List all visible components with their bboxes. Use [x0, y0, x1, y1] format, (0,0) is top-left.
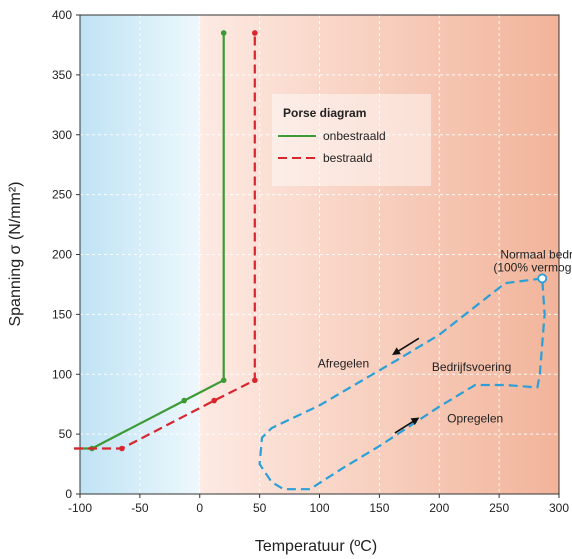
legend-label-onbestraald: onbestraald	[323, 129, 386, 143]
legend-label-bestraald: bestraald	[323, 151, 372, 165]
x-tick-label: 50	[253, 501, 267, 515]
annotation-label: Normaal bedrijf	[500, 248, 572, 262]
x-tick-label: -50	[131, 501, 149, 515]
y-tick-label: 150	[52, 307, 72, 321]
x-tick-label: 100	[309, 501, 329, 515]
series-point-bestraald	[252, 30, 258, 36]
y-tick-label: 100	[52, 367, 72, 381]
grid	[80, 15, 559, 494]
x-tick-label: 250	[489, 501, 509, 515]
series-point-bestraald	[119, 445, 125, 452]
x-tick-label: 200	[429, 501, 449, 515]
series-point-onbestraald	[220, 377, 227, 384]
annotation-label: Bedrijfsvoering	[432, 360, 511, 374]
y-tick-label: 0	[65, 487, 72, 501]
annotation-label: Opregelen	[447, 412, 503, 426]
legend-box	[272, 94, 431, 186]
y-tick-label: 300	[52, 128, 72, 142]
y-tick-label: 250	[52, 188, 72, 202]
legend: Porse diagram onbestraald bestraald	[272, 94, 431, 186]
x-axis-title: Temperatuur (ºC)	[255, 538, 377, 555]
series-point-onbestraald	[181, 397, 187, 404]
series-line-bestraald	[74, 33, 256, 450]
y-tick-label: 200	[52, 248, 72, 262]
y-tick-label: 400	[52, 8, 72, 22]
annotation-layer: Normaal bedrijf(100% vermogen) Afregelen B…	[318, 248, 572, 434]
direction-arrow	[392, 337, 420, 355]
y-tick-label: 50	[59, 427, 73, 441]
x-tick-label: -100	[68, 501, 92, 515]
x-tick-label: 0	[196, 501, 203, 515]
axis-ticks: -100 -50 0 50 100 150 200 250 300 0 50 100 150 200 250…	[52, 8, 569, 515]
direction-arrow	[394, 417, 420, 434]
x-tick-label: 300	[549, 501, 569, 515]
series-point-bestraald	[252, 377, 258, 384]
operating-point-marker	[537, 273, 548, 284]
legend-title: Porse diagram	[283, 106, 366, 120]
annotation-label: Afregelen	[318, 356, 369, 370]
x-tick-label: 150	[369, 501, 389, 515]
annotation-label: (100% vermogen)	[493, 261, 572, 275]
y-tick-label: 350	[52, 68, 72, 82]
series-layer	[74, 30, 548, 491]
series-point-onbestraald	[220, 30, 227, 36]
series-point-bestraald	[211, 397, 217, 404]
cold-zone	[80, 15, 200, 494]
series-line-bedrijfsvoering-cyclus	[258, 277, 546, 491]
y-axis-title: Spanning σ (N/mm²)	[7, 181, 24, 326]
